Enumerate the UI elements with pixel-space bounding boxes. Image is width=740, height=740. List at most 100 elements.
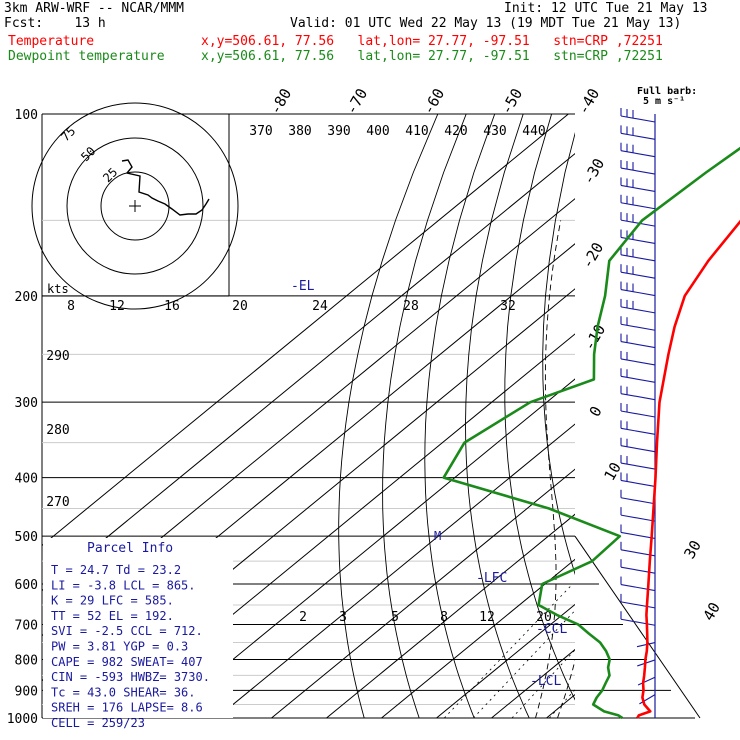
right-temperature-label: -20 (578, 239, 607, 271)
theta-e-label: 420 (444, 124, 467, 139)
theta-e-label: 390 (327, 124, 350, 139)
forecast-hour: Fcst: 13 h (4, 16, 106, 31)
isotherm-line (326, 513, 575, 718)
theta-e-label: 430 (483, 124, 506, 139)
moist-adiabat (535, 220, 562, 718)
barb-shaft (620, 618, 656, 626)
barb-shaft (620, 202, 656, 210)
temperature-legend-label: Temperature (8, 34, 95, 49)
parcel-info-row: CELL = 259/23 (51, 716, 145, 730)
pressure-tick-label-200: 200 (15, 290, 38, 305)
parcel-info-row: PW = 3.81 YGP = 0.3 (51, 640, 188, 654)
barb-shaft (620, 601, 656, 609)
dewpoint-legend-label: Dewpoint temperature (8, 49, 165, 64)
isotherm-line (712, 114, 740, 718)
top-temperature-label: -60 (419, 85, 448, 117)
wind-barb (620, 246, 656, 262)
barb-shaft (620, 462, 656, 470)
speed-tick-label: 12 (109, 299, 125, 314)
mixing-ratio-label: 3 (339, 610, 347, 625)
pressure-tick-label-900: 900 (15, 684, 38, 699)
barb-shaft (620, 445, 656, 453)
top-temperature-label: -80 (266, 85, 295, 117)
dry-adiabat (338, 114, 439, 718)
isotherm-line (436, 603, 575, 718)
isotherm-line (381, 558, 575, 718)
barb-shaft (620, 115, 656, 123)
parcel-info-panel: Parcel Info T = 24.7 Td = 23.2LI = -3.8 L… (43, 538, 233, 730)
theta-label: 290 (46, 349, 69, 364)
hodograph-ring (31, 102, 239, 310)
wind-barb (639, 694, 656, 705)
parcel-info-row: LI = -3.8 LCL = 865. (51, 578, 196, 592)
theta-e-label: 400 (366, 124, 389, 139)
dry-adiabat (382, 114, 467, 718)
isotherm-line (42, 153, 575, 592)
isotherm-line (657, 114, 740, 718)
sounding-lines (442, 146, 740, 720)
wind-barb (620, 298, 656, 314)
model-title: 3km ARW-WRF -- NCAR/MMM (4, 1, 185, 16)
parcel-info-row: TT = 52 EL = 192. (51, 609, 174, 623)
parcel-info-row: Tc = 43.0 SHEAR= 36. (51, 685, 196, 699)
moist-adiabat (557, 658, 575, 718)
isotherm-line (491, 648, 575, 718)
speed-tick-label: 16 (164, 299, 180, 314)
wind-barb (620, 455, 656, 470)
parcel-info-title: Parcel Info (87, 541, 173, 556)
wind-barb (620, 160, 656, 175)
theta-label: 270 (46, 495, 69, 510)
dry-adiabat (424, 114, 496, 718)
wind-barb (620, 489, 656, 505)
moist-adiabat (690, 220, 740, 718)
top-temperature-label: -50 (497, 85, 526, 117)
wind-barb (620, 281, 656, 297)
wind-barb (620, 403, 656, 418)
temperature-series-line (636, 219, 740, 719)
dewpoint-location-info: x,y=506.61, 77.56 lat,lon= 27.77, -97.51… (201, 49, 663, 64)
speed-tick-label: 8 (67, 299, 75, 314)
wind-barb (620, 437, 656, 453)
barb-shaft (620, 323, 656, 331)
barb-shaft (620, 531, 656, 540)
wind-barb (637, 676, 656, 686)
isotherm-line (161, 378, 575, 718)
parcel-info-row: K = 29 LFC = 585. (51, 594, 174, 608)
barb-shaft (620, 288, 656, 297)
dry-adiabat (715, 114, 740, 731)
mixing-ratio-line (628, 584, 740, 718)
pressure-tick-label-1000: 1000 (7, 712, 38, 727)
lfc-marker: -LFC (476, 571, 507, 586)
barb-shaft (620, 375, 656, 383)
wind-barb (620, 524, 656, 540)
dry-adiabat-group (338, 114, 740, 731)
mixing-ratio-line (473, 609, 575, 718)
isotherm-line (546, 693, 575, 718)
ccl-marker: -CCL (536, 622, 567, 637)
right-temperature-label: -30 (579, 155, 608, 187)
barb-shaft (620, 132, 656, 140)
parcel-info-row: SVI = -2.5 CCL = 712. (51, 624, 203, 638)
dry-adiabat (650, 114, 740, 731)
moist-adiabat (646, 220, 740, 718)
theta-e-label: 370 (249, 124, 272, 139)
pressure-tick-label-500: 500 (15, 530, 38, 545)
barb-shaft (620, 271, 656, 279)
hodograph-ring-label: 75 (58, 124, 78, 144)
theta-label: 280 (46, 423, 69, 438)
isotherm-line (271, 468, 575, 718)
top-temperature-label: -70 (342, 85, 371, 117)
dry-adiabat (465, 114, 530, 718)
barb-shaft (620, 184, 656, 192)
hodograph-kts-label: kts (47, 282, 69, 296)
barb-shaft (620, 150, 656, 158)
wind-barb (620, 316, 656, 331)
pressure-tick-label-300: 300 (15, 396, 38, 411)
pressure-tick-label-400: 400 (15, 472, 38, 487)
isotherm-line (42, 114, 569, 547)
pressure-tick-label-700: 700 (15, 618, 38, 633)
barb-shaft (620, 427, 656, 435)
barb-shaft (620, 358, 656, 366)
